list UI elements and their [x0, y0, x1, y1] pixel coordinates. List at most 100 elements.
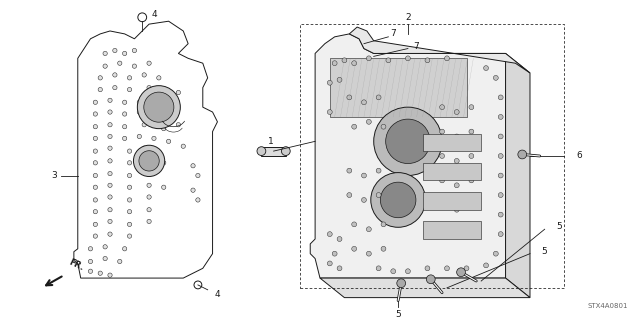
Circle shape [352, 246, 356, 251]
Circle shape [113, 85, 117, 90]
Circle shape [327, 232, 332, 237]
Circle shape [122, 112, 127, 116]
Circle shape [144, 92, 174, 122]
Circle shape [137, 134, 141, 139]
Circle shape [380, 182, 416, 218]
Circle shape [137, 100, 141, 104]
Circle shape [122, 124, 127, 129]
Circle shape [127, 210, 132, 214]
Circle shape [445, 56, 449, 61]
Circle shape [196, 174, 200, 178]
Circle shape [499, 232, 503, 237]
Circle shape [118, 61, 122, 65]
Circle shape [93, 124, 97, 129]
Circle shape [147, 219, 151, 224]
Circle shape [374, 107, 442, 175]
Circle shape [499, 173, 503, 178]
Circle shape [484, 263, 488, 268]
Circle shape [98, 76, 102, 80]
Circle shape [108, 219, 112, 224]
Circle shape [122, 136, 127, 141]
Circle shape [108, 183, 112, 188]
Circle shape [98, 271, 102, 275]
Circle shape [347, 168, 352, 173]
Circle shape [161, 127, 166, 131]
Circle shape [484, 66, 488, 70]
Circle shape [134, 145, 164, 176]
Circle shape [181, 144, 186, 148]
Circle shape [381, 124, 386, 129]
Circle shape [342, 58, 347, 63]
Circle shape [366, 119, 371, 124]
Circle shape [282, 147, 290, 155]
Circle shape [352, 124, 356, 129]
Circle shape [108, 122, 112, 127]
Text: 4: 4 [151, 10, 157, 19]
Circle shape [362, 197, 366, 202]
Text: FR.: FR. [67, 257, 85, 272]
Circle shape [127, 174, 132, 178]
Circle shape [93, 210, 97, 214]
Circle shape [469, 178, 474, 183]
Circle shape [440, 178, 445, 183]
Circle shape [122, 247, 127, 251]
Circle shape [166, 139, 171, 144]
Circle shape [362, 100, 366, 105]
Circle shape [376, 168, 381, 173]
Circle shape [499, 193, 503, 197]
Circle shape [196, 198, 200, 202]
Circle shape [127, 161, 132, 165]
Circle shape [108, 98, 112, 102]
Circle shape [386, 119, 430, 164]
Circle shape [469, 153, 474, 159]
Circle shape [440, 227, 445, 232]
Circle shape [426, 275, 435, 284]
Circle shape [147, 61, 151, 65]
Circle shape [108, 208, 112, 212]
Circle shape [337, 78, 342, 82]
Circle shape [397, 279, 406, 288]
Circle shape [113, 48, 117, 53]
Circle shape [98, 87, 102, 92]
Circle shape [122, 51, 127, 56]
Circle shape [93, 149, 97, 153]
Circle shape [469, 105, 474, 110]
Circle shape [88, 247, 93, 251]
Circle shape [166, 95, 171, 100]
Circle shape [88, 259, 93, 263]
Circle shape [93, 174, 97, 178]
Circle shape [362, 173, 366, 178]
Circle shape [172, 105, 175, 109]
Circle shape [425, 266, 430, 271]
Circle shape [147, 183, 151, 188]
Circle shape [147, 171, 151, 176]
Text: STX4A0801: STX4A0801 [587, 303, 628, 309]
Circle shape [499, 115, 503, 119]
Circle shape [142, 73, 147, 77]
Circle shape [327, 261, 332, 266]
Circle shape [332, 61, 337, 66]
Circle shape [108, 146, 112, 150]
Circle shape [93, 222, 97, 226]
Circle shape [194, 281, 202, 289]
Circle shape [147, 85, 151, 90]
Circle shape [103, 51, 108, 56]
Circle shape [147, 159, 151, 163]
Bar [422, 134, 481, 151]
Circle shape [376, 95, 381, 100]
Text: 4: 4 [214, 290, 220, 299]
Polygon shape [320, 278, 530, 298]
Circle shape [88, 269, 93, 273]
Circle shape [108, 134, 112, 139]
Text: 3: 3 [51, 171, 57, 180]
Circle shape [132, 64, 136, 68]
Circle shape [440, 105, 445, 110]
Circle shape [337, 266, 342, 271]
Circle shape [137, 110, 141, 114]
Circle shape [257, 147, 266, 155]
Circle shape [381, 222, 386, 227]
Circle shape [191, 164, 195, 168]
Circle shape [499, 153, 503, 159]
Circle shape [445, 266, 449, 271]
Circle shape [440, 129, 445, 134]
